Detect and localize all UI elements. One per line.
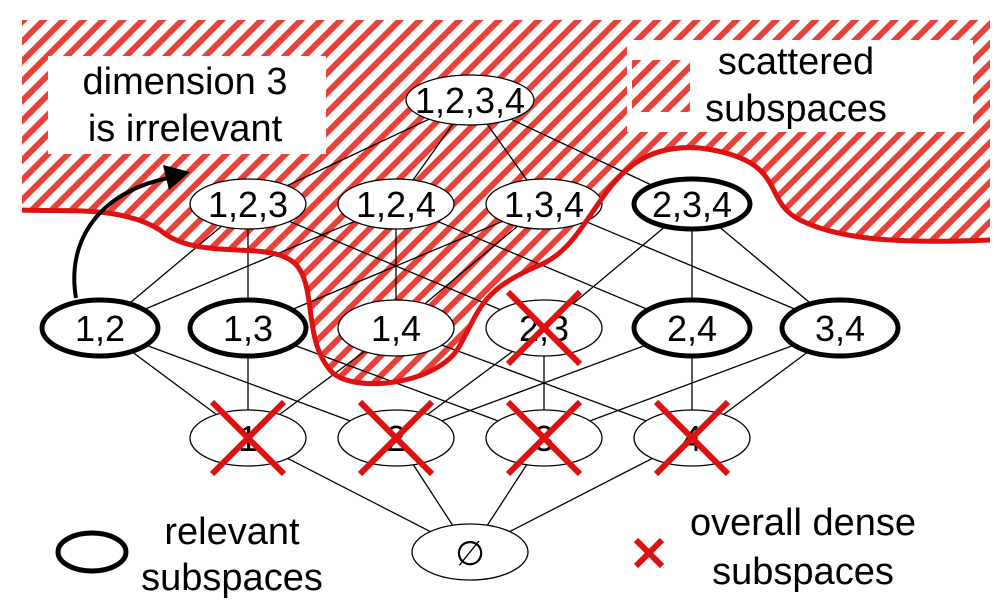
- scattered-label-line1: scattered: [718, 41, 874, 83]
- node-empty: ∅: [411, 523, 529, 581]
- edge-1-empty: [287, 457, 431, 533]
- dense-legend-cross-icon: [633, 537, 665, 569]
- edge-24-2: [441, 344, 647, 422]
- dense-legend-line2: subspaces: [712, 551, 894, 593]
- edge-34-3: [589, 344, 795, 422]
- edge-1234-234: [510, 118, 654, 187]
- node-ellipse-13: [187, 297, 309, 359]
- dense-crosses: [209, 289, 731, 477]
- node-34: 3,4: [779, 297, 901, 359]
- node-label-234: 2,3,4: [652, 184, 732, 225]
- node-234: 2,3,4: [631, 176, 753, 232]
- edge-123-12: [128, 225, 222, 305]
- relevant-legend-icon: [55, 530, 129, 574]
- node-124: 1,2,4: [337, 178, 455, 230]
- edge-123-23: [289, 220, 501, 311]
- scattered-boundary-curve: [21, 145, 991, 387]
- node-label-empty: ∅: [455, 535, 485, 573]
- node-label-123: 1,2,3: [208, 184, 288, 225]
- node-label-1234: 1,2,3,4: [415, 80, 525, 121]
- scattered-label-line2: subspaces: [705, 88, 887, 130]
- edge-134-34: [585, 220, 797, 311]
- relevant-legend-line2: subspaces: [141, 557, 323, 599]
- dense-cross-3: [505, 399, 583, 477]
- lattice-edges: [128, 118, 812, 533]
- dense-cross-1: [209, 399, 287, 477]
- irrelevance-arrow: [72, 176, 169, 299]
- node-label-14: 1,4: [371, 308, 421, 349]
- dense-legend-line1: overall dense: [690, 502, 916, 544]
- edge-234-34: [718, 225, 812, 305]
- node-label-34: 3,4: [815, 308, 865, 349]
- edge-124-12: [143, 220, 355, 311]
- dense-cross-4: [653, 399, 731, 477]
- edge-3-empty: [486, 464, 528, 526]
- node-13: 1,3: [187, 297, 309, 359]
- node-label-134: 1,3,4: [504, 184, 584, 225]
- edge-12-1: [131, 350, 217, 416]
- edge-34-4: [723, 350, 809, 416]
- node-label-124: 1,2,4: [356, 184, 436, 225]
- edge-1234-123: [286, 118, 430, 187]
- node-ellipse-24: [631, 297, 753, 359]
- dense-cross-2: [357, 399, 435, 477]
- edge-134-13: [291, 220, 503, 311]
- node-14: 1,4: [337, 299, 455, 357]
- node-ellipse-124: [337, 178, 455, 230]
- node-ellipse-134: [485, 178, 603, 230]
- scattered-legend-swatch: [632, 60, 690, 112]
- node-134: 1,3,4: [485, 178, 603, 230]
- edge-2-empty: [412, 464, 454, 526]
- dimension-note-line1: dimension 3: [83, 61, 288, 103]
- node-ellipse-1234: [405, 74, 535, 126]
- dimension-note-box: [48, 56, 326, 154]
- node-label-24: 2,4: [667, 308, 717, 349]
- node-ellipse-234: [631, 176, 753, 232]
- node-label-12: 1,2: [75, 308, 125, 349]
- edge-4-empty: [509, 457, 653, 533]
- node-123: 1,2,3: [189, 178, 307, 230]
- edge-1234-134: [486, 123, 528, 181]
- node-24: 2,4: [631, 297, 753, 359]
- node-ellipse-empty: [411, 523, 529, 581]
- node-1234: 1,2,3,4: [405, 74, 535, 126]
- edge-234-23: [572, 225, 666, 305]
- edge-14-1: [279, 350, 365, 416]
- edge-1234-124: [412, 123, 454, 181]
- node-ellipse-123: [189, 178, 307, 230]
- node-12: 1,2: [39, 297, 161, 359]
- node-ellipse-34: [779, 297, 901, 359]
- dense-cross-23: [505, 289, 583, 367]
- relevant-legend-line1: relevant: [164, 511, 300, 553]
- node-ellipse-12: [39, 297, 161, 359]
- edge-134-14: [424, 225, 518, 305]
- dimension-note-line2: is irrelevant: [88, 108, 283, 150]
- arrow-head-icon: [163, 165, 190, 190]
- node-ellipse-14: [337, 299, 455, 357]
- node-label-13: 1,3: [223, 308, 273, 349]
- edge-23-2: [427, 350, 513, 416]
